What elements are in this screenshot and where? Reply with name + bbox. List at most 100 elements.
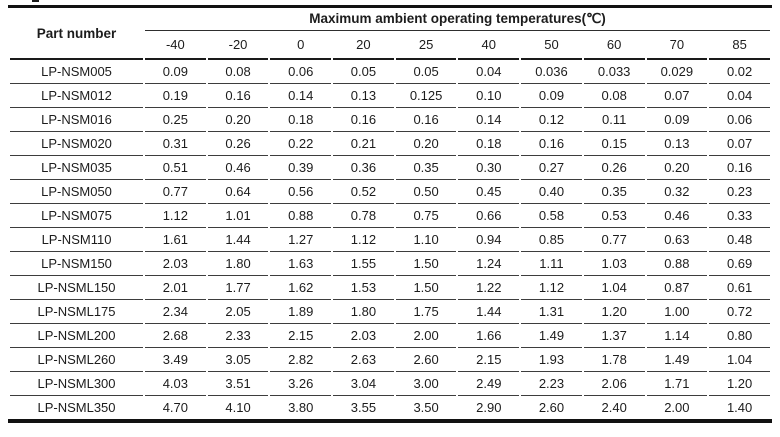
value-cell: 0.08	[583, 84, 645, 108]
value-cell: 0.14	[458, 108, 520, 132]
table-title: Maximum ambient operating temperatures(℃…	[145, 8, 770, 31]
value-cell: 3.80	[288, 400, 314, 415]
value-cell: 2.00	[664, 400, 690, 415]
value-cell: 0.029	[646, 60, 708, 84]
value-cell: 0.58	[521, 204, 582, 228]
temperature-column-header: 70	[646, 31, 708, 60]
part-number-column-header: Part number	[10, 8, 143, 60]
part-number-cell: LP-NSML200	[10, 324, 143, 348]
value-cell: 0.19	[145, 84, 206, 108]
table-title-row: Part number Maximum ambient operating te…	[10, 8, 770, 60]
table-row: LP-NSM150 2.03 1.80 1.63 1.55 1.50 1.24 1.11 1.0…	[10, 252, 770, 276]
value-cell: 2.34	[145, 300, 206, 324]
value-cell: 3.50	[413, 400, 439, 415]
value-cell: 0.78	[333, 204, 394, 228]
value-cell: 0.10	[458, 84, 520, 108]
value-cell: 0.63	[646, 228, 708, 252]
value-cell: 0.88	[646, 252, 708, 276]
value-cell: 0.14	[270, 84, 332, 108]
table-row: LP-NSM016 0.25 0.20 0.18 0.16 0.16 0.14 0.12 0.1…	[10, 108, 770, 132]
value-cell: 1.66	[458, 324, 520, 348]
value-cell: 0.036	[521, 60, 582, 84]
value-cell: 0.40	[521, 180, 582, 204]
value-cell: 1.00	[646, 300, 708, 324]
value-cell: 1.20	[709, 372, 770, 396]
value-cell: 1.55	[333, 252, 394, 276]
value-cell: 0.56	[270, 180, 332, 204]
value-cell: 1.12	[521, 276, 582, 300]
value-cell: 1.03	[583, 252, 645, 276]
value-cell: 0.26	[583, 156, 645, 180]
value-cell: 0.21	[333, 132, 394, 156]
table-row: LP-NSM035 0.51 0.46 0.39 0.36 0.35 0.30 0.27 0.2…	[10, 156, 770, 180]
value-cell: 1.14	[646, 324, 708, 348]
value-cell: 2.15	[458, 348, 520, 372]
value-cell: 0.88	[270, 204, 332, 228]
value-cell: 0.16	[521, 132, 582, 156]
part-number-cell: LP-NSM075	[10, 204, 143, 228]
value-cell: 0.31	[145, 132, 206, 156]
table-row: LP-NSM012 0.19 0.16 0.14 0.13 0.125 0.10 0.09 0.…	[10, 84, 770, 108]
value-cell: 0.12	[521, 108, 582, 132]
value-cell: 2.03	[145, 252, 206, 276]
value-cell: 0.20	[646, 156, 708, 180]
part-number-cell: LP-NSM005	[10, 60, 143, 84]
table-row: LP-NSM110 1.61 1.44 1.27 1.12 1.10 0.94 0.85 0.7…	[10, 228, 770, 252]
value-cell: 0.04	[709, 84, 770, 108]
value-cell: 0.94	[458, 228, 520, 252]
value-cell: 0.25	[145, 108, 206, 132]
value-cell: 0.35	[395, 156, 457, 180]
value-cell: 0.16	[207, 84, 269, 108]
value-cell: 0.06	[270, 60, 332, 84]
value-cell: 4.70	[162, 400, 188, 415]
value-cell: 1.71	[646, 372, 708, 396]
value-cell: 4.03	[145, 372, 206, 396]
value-cell: 4.10	[225, 400, 251, 415]
value-cell: 0.50	[395, 180, 457, 204]
value-cell: 0.11	[583, 108, 645, 132]
value-cell: 3.00	[395, 372, 457, 396]
value-cell: 0.05	[395, 60, 457, 84]
value-cell: 0.13	[646, 132, 708, 156]
value-cell: 1.20	[583, 300, 645, 324]
value-cell: 0.23	[709, 180, 770, 204]
part-number-cell: LP-NSM050	[10, 180, 143, 204]
value-cell: 2.40	[601, 400, 627, 415]
temperature-column-header: 50	[521, 31, 582, 60]
value-cell: 2.49	[458, 372, 520, 396]
value-cell: 2.63	[333, 348, 394, 372]
temperature-column-header: 85	[709, 31, 770, 60]
value-cell: 1.40	[726, 400, 753, 415]
value-cell: 0.46	[646, 204, 708, 228]
value-cell: 2.03	[333, 324, 394, 348]
value-cell: 0.52	[333, 180, 394, 204]
value-cell: 1.31	[521, 300, 582, 324]
part-number-cell: LP-NSM016	[10, 108, 143, 132]
value-cell: 1.50	[395, 252, 457, 276]
temperature-header-row: -40 -20 0 20 25 40 50 60 70 85	[10, 31, 770, 60]
value-cell: 1.49	[521, 324, 582, 348]
temperature-column-header: 20	[333, 31, 394, 60]
value-cell: 0.45	[458, 180, 520, 204]
value-cell: 0.36	[333, 156, 394, 180]
value-cell: 0.18	[270, 108, 332, 132]
value-cell: 2.90	[476, 400, 502, 415]
temperature-column-header: -20	[207, 31, 269, 60]
value-cell: 1.77	[207, 276, 269, 300]
value-cell: 1.80	[207, 252, 269, 276]
temperature-column-header: 60	[583, 31, 645, 60]
value-cell: 2.15	[270, 324, 332, 348]
value-cell: 0.07	[646, 84, 708, 108]
value-cell: 1.78	[583, 348, 645, 372]
value-cell: 3.49	[145, 348, 206, 372]
value-cell: 3.05	[207, 348, 269, 372]
value-cell: 0.07	[709, 132, 770, 156]
value-cell: 1.75	[395, 300, 457, 324]
value-cell: 0.125	[395, 84, 457, 108]
value-cell: 1.44	[458, 300, 520, 324]
table-row: LP-NSM050 0.77 0.64 0.56 0.52 0.50 0.45 0.40 0.3…	[10, 180, 770, 204]
value-cell: 2.05	[207, 300, 269, 324]
value-cell: 0.20	[207, 108, 269, 132]
value-cell: 2.33	[207, 324, 269, 348]
